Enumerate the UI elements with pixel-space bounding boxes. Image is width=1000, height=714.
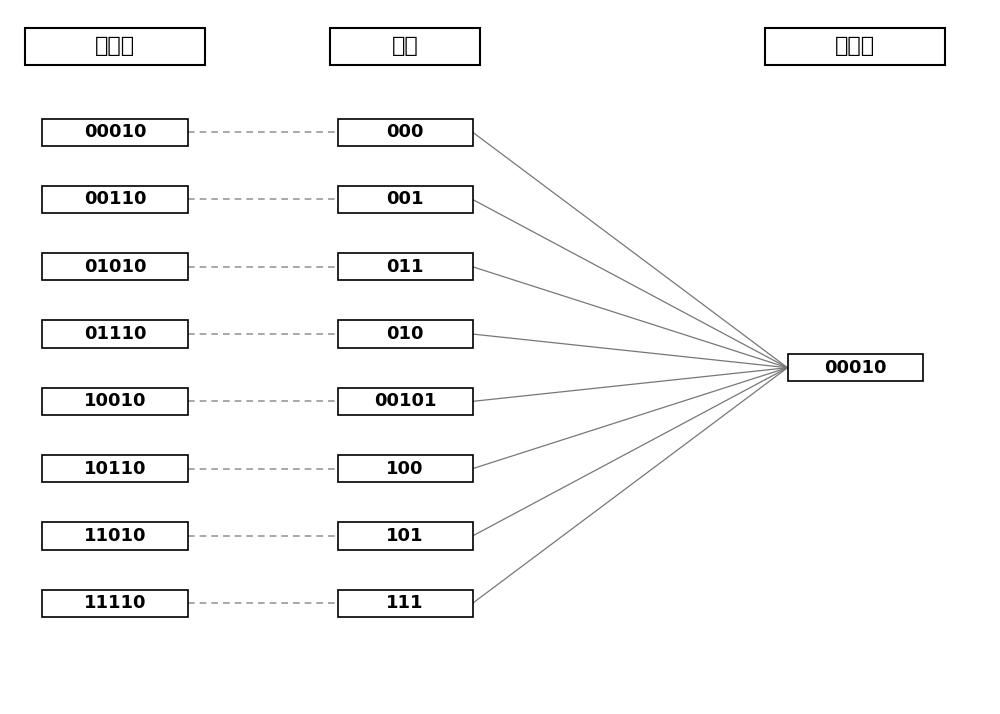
Text: 11110: 11110 bbox=[84, 594, 146, 613]
Bar bbox=[338, 388, 473, 415]
Bar bbox=[42, 119, 188, 146]
Bar bbox=[338, 253, 473, 281]
Bar bbox=[42, 523, 188, 550]
Bar bbox=[338, 186, 473, 213]
Bar bbox=[765, 28, 945, 65]
Text: 标签: 标签 bbox=[392, 36, 418, 56]
Bar bbox=[25, 28, 205, 65]
Text: 00010: 00010 bbox=[824, 358, 886, 377]
Text: 00110: 00110 bbox=[84, 191, 146, 208]
Text: 映射后: 映射后 bbox=[835, 36, 875, 56]
Text: 100: 100 bbox=[386, 460, 424, 478]
Bar bbox=[338, 455, 473, 482]
Bar bbox=[42, 455, 188, 482]
Text: 00101: 00101 bbox=[374, 393, 436, 411]
Text: 011: 011 bbox=[386, 258, 424, 276]
Bar bbox=[338, 321, 473, 348]
Text: 映射前: 映射前 bbox=[95, 36, 135, 56]
Text: 111: 111 bbox=[386, 594, 424, 613]
Bar bbox=[42, 321, 188, 348]
Text: 01010: 01010 bbox=[84, 258, 146, 276]
Bar bbox=[338, 119, 473, 146]
Bar bbox=[42, 253, 188, 281]
Text: 00010: 00010 bbox=[84, 123, 146, 141]
Bar bbox=[42, 388, 188, 415]
Text: 101: 101 bbox=[386, 527, 424, 545]
Bar bbox=[338, 523, 473, 550]
Text: 10110: 10110 bbox=[84, 460, 146, 478]
Text: 11010: 11010 bbox=[84, 527, 146, 545]
Bar bbox=[788, 354, 923, 381]
Text: 01110: 01110 bbox=[84, 325, 146, 343]
Text: 10010: 10010 bbox=[84, 393, 146, 411]
Bar bbox=[338, 590, 473, 617]
Text: 001: 001 bbox=[386, 191, 424, 208]
Bar bbox=[330, 28, 480, 65]
Bar bbox=[42, 186, 188, 213]
Bar bbox=[42, 590, 188, 617]
Text: 000: 000 bbox=[386, 123, 424, 141]
Text: 010: 010 bbox=[386, 325, 424, 343]
